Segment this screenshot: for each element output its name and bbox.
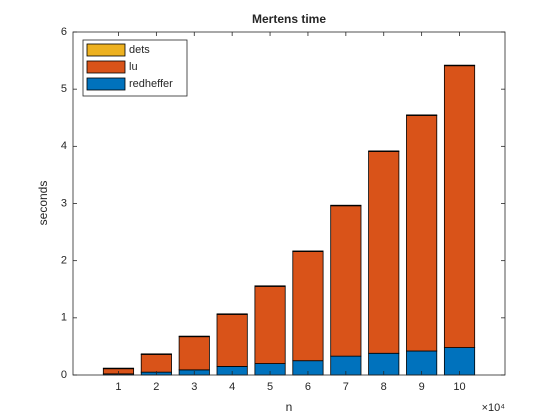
bar: [292, 251, 324, 362]
bar: [178, 336, 210, 371]
bar: [216, 313, 248, 315]
legend-label: dets: [129, 44, 150, 56]
bar: [330, 204, 362, 207]
bar: [140, 353, 172, 355]
y-tick-label: 5: [61, 83, 67, 95]
bar: [254, 285, 286, 364]
legend-label: lu: [129, 61, 138, 73]
legend-swatch: [86, 77, 126, 91]
bar: [216, 314, 248, 367]
x-tick-label: 1: [115, 381, 121, 393]
bar: [102, 367, 135, 370]
bar: [406, 115, 438, 352]
bar: [368, 151, 400, 354]
y-tick-label: 4: [61, 140, 67, 152]
legend-swatch: [86, 60, 126, 74]
bar: [178, 335, 210, 338]
y-tick-label: 2: [61, 255, 67, 267]
bar: [443, 64, 476, 67]
x-tick-label: 6: [305, 381, 311, 393]
y-tick-label: 0: [61, 369, 67, 381]
y-tick-label: 1: [61, 312, 67, 324]
x-tick-label: 4: [229, 381, 235, 393]
bar: [254, 285, 286, 287]
x-axis-label: n: [286, 400, 293, 414]
x-tick-label: 3: [191, 381, 197, 393]
bar: [443, 347, 476, 376]
y-tick-label: 6: [61, 26, 67, 38]
bar: [443, 65, 476, 348]
x-tick-label: 9: [419, 381, 425, 393]
chart-title: Mertens time: [252, 12, 326, 26]
x-tick-label: 7: [343, 381, 349, 393]
bar: [368, 150, 400, 152]
x-tick-label: 5: [267, 381, 273, 393]
legend-label: redheffer: [129, 78, 173, 90]
bar: [140, 354, 172, 373]
x-exponent: ×10⁴: [482, 402, 506, 414]
bar: [292, 250, 324, 252]
y-axis-label: seconds: [36, 181, 50, 226]
bar: [406, 114, 438, 116]
bar: [330, 205, 362, 357]
x-tick-label: 8: [381, 381, 387, 393]
legend-swatch: [86, 43, 126, 57]
x-tick-label: 10: [453, 381, 465, 393]
x-tick-label: 2: [153, 381, 159, 393]
y-tick-label: 3: [61, 197, 67, 209]
